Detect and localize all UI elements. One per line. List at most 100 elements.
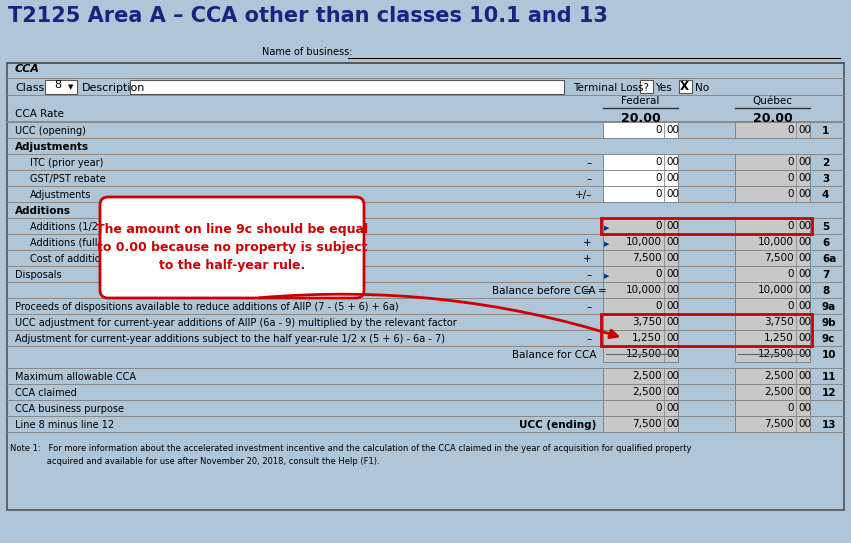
FancyBboxPatch shape xyxy=(640,80,653,93)
Text: 0: 0 xyxy=(787,221,794,231)
Text: CCA claimed: CCA claimed xyxy=(15,388,77,398)
Text: =: = xyxy=(598,286,607,296)
Text: 00: 00 xyxy=(798,285,811,295)
Text: 10: 10 xyxy=(822,350,837,360)
Text: –: – xyxy=(586,302,592,312)
Text: Additions (full year): Additions (full year) xyxy=(30,238,126,248)
FancyBboxPatch shape xyxy=(603,416,678,432)
Text: 1,250: 1,250 xyxy=(764,333,794,343)
Text: 00: 00 xyxy=(666,221,679,231)
Text: Maximum allowable CCA: Maximum allowable CCA xyxy=(15,372,136,382)
Text: 9a: 9a xyxy=(822,302,837,312)
Text: 1,250: 1,250 xyxy=(632,333,662,343)
Text: CCA: CCA xyxy=(15,64,40,74)
Text: 00: 00 xyxy=(798,269,811,279)
FancyBboxPatch shape xyxy=(679,80,692,93)
Text: 8: 8 xyxy=(822,286,829,296)
Text: 7,500: 7,500 xyxy=(764,253,794,263)
Text: –: – xyxy=(586,158,592,168)
Text: T2125 Area A – CCA other than classes 10.1 and 13: T2125 Area A – CCA other than classes 10… xyxy=(8,6,608,26)
Text: +: + xyxy=(584,238,592,248)
Text: 11: 11 xyxy=(822,372,837,382)
Text: 00: 00 xyxy=(666,125,679,135)
FancyBboxPatch shape xyxy=(603,400,678,416)
FancyBboxPatch shape xyxy=(735,170,810,186)
FancyBboxPatch shape xyxy=(603,330,678,346)
Text: 00: 00 xyxy=(666,253,679,263)
Text: 00: 00 xyxy=(798,333,811,343)
Text: 20.00: 20.00 xyxy=(620,111,660,124)
FancyBboxPatch shape xyxy=(603,218,678,234)
Text: 00: 00 xyxy=(666,387,679,397)
Text: 9b: 9b xyxy=(822,318,837,328)
Text: 10,000: 10,000 xyxy=(626,285,662,295)
Text: 0: 0 xyxy=(787,301,794,311)
FancyBboxPatch shape xyxy=(7,63,844,510)
Text: 0: 0 xyxy=(787,189,794,199)
Text: 00: 00 xyxy=(798,253,811,263)
Text: 1: 1 xyxy=(822,126,829,136)
Text: 6a: 6a xyxy=(822,254,837,264)
FancyBboxPatch shape xyxy=(735,234,810,250)
Text: Québec: Québec xyxy=(752,96,792,106)
Text: –: – xyxy=(586,270,592,280)
FancyBboxPatch shape xyxy=(100,197,364,298)
Text: ITC (prior year): ITC (prior year) xyxy=(30,158,103,168)
FancyBboxPatch shape xyxy=(603,346,678,362)
Text: 12: 12 xyxy=(822,388,837,398)
Text: 00: 00 xyxy=(798,317,811,327)
Text: 00: 00 xyxy=(666,349,679,359)
Text: 00: 00 xyxy=(798,371,811,381)
FancyBboxPatch shape xyxy=(735,346,810,362)
Text: +: + xyxy=(584,254,592,264)
Text: 7,500: 7,500 xyxy=(764,419,794,429)
Text: 2,500: 2,500 xyxy=(632,387,662,397)
Text: 00: 00 xyxy=(798,403,811,413)
FancyBboxPatch shape xyxy=(603,250,678,266)
Text: 10,000: 10,000 xyxy=(758,285,794,295)
Text: Adjustments: Adjustments xyxy=(30,190,91,200)
Text: 4: 4 xyxy=(822,190,830,200)
Text: ▼: ▼ xyxy=(68,84,73,90)
Text: Terminal Loss?: Terminal Loss? xyxy=(573,83,649,93)
Text: 9c: 9c xyxy=(822,334,836,344)
Text: UCC adjustment for current-year additions of AIIP (6a - 9) multiplied by the rel: UCC adjustment for current-year addition… xyxy=(15,318,457,328)
Text: 3: 3 xyxy=(822,174,829,184)
FancyBboxPatch shape xyxy=(45,80,77,94)
Text: 00: 00 xyxy=(666,173,679,183)
Text: 00: 00 xyxy=(666,403,679,413)
Text: 00: 00 xyxy=(666,301,679,311)
FancyBboxPatch shape xyxy=(603,186,678,202)
Text: 0: 0 xyxy=(655,173,662,183)
Text: Federal: Federal xyxy=(621,96,660,106)
Text: 00: 00 xyxy=(798,301,811,311)
Text: 2,500: 2,500 xyxy=(632,371,662,381)
Text: 3,750: 3,750 xyxy=(632,317,662,327)
Text: +/–: +/– xyxy=(574,190,592,200)
Text: 00: 00 xyxy=(666,269,679,279)
Text: Cost of additions from: Cost of additions from xyxy=(30,254,138,264)
Text: Balance before CCA: Balance before CCA xyxy=(493,286,596,296)
Text: 2,500: 2,500 xyxy=(764,371,794,381)
Text: 0: 0 xyxy=(655,269,662,279)
Text: 00: 00 xyxy=(798,387,811,397)
Text: 7,500: 7,500 xyxy=(632,253,662,263)
Text: ▶: ▶ xyxy=(604,225,609,231)
Text: 12,500: 12,500 xyxy=(625,349,662,359)
Text: Class: Class xyxy=(15,83,44,93)
Text: 00: 00 xyxy=(666,237,679,247)
FancyBboxPatch shape xyxy=(735,400,810,416)
FancyBboxPatch shape xyxy=(603,266,678,282)
Text: Additions (1/2 year): Additions (1/2 year) xyxy=(30,222,127,232)
Text: Name of business:: Name of business: xyxy=(262,47,352,57)
FancyBboxPatch shape xyxy=(603,368,678,384)
FancyBboxPatch shape xyxy=(735,314,810,330)
FancyBboxPatch shape xyxy=(603,384,678,400)
Text: 13: 13 xyxy=(822,420,837,430)
Text: 7,500: 7,500 xyxy=(632,419,662,429)
FancyBboxPatch shape xyxy=(603,298,678,314)
Text: No: No xyxy=(695,83,709,93)
FancyBboxPatch shape xyxy=(735,384,810,400)
Text: 00: 00 xyxy=(798,349,811,359)
FancyBboxPatch shape xyxy=(603,170,678,186)
